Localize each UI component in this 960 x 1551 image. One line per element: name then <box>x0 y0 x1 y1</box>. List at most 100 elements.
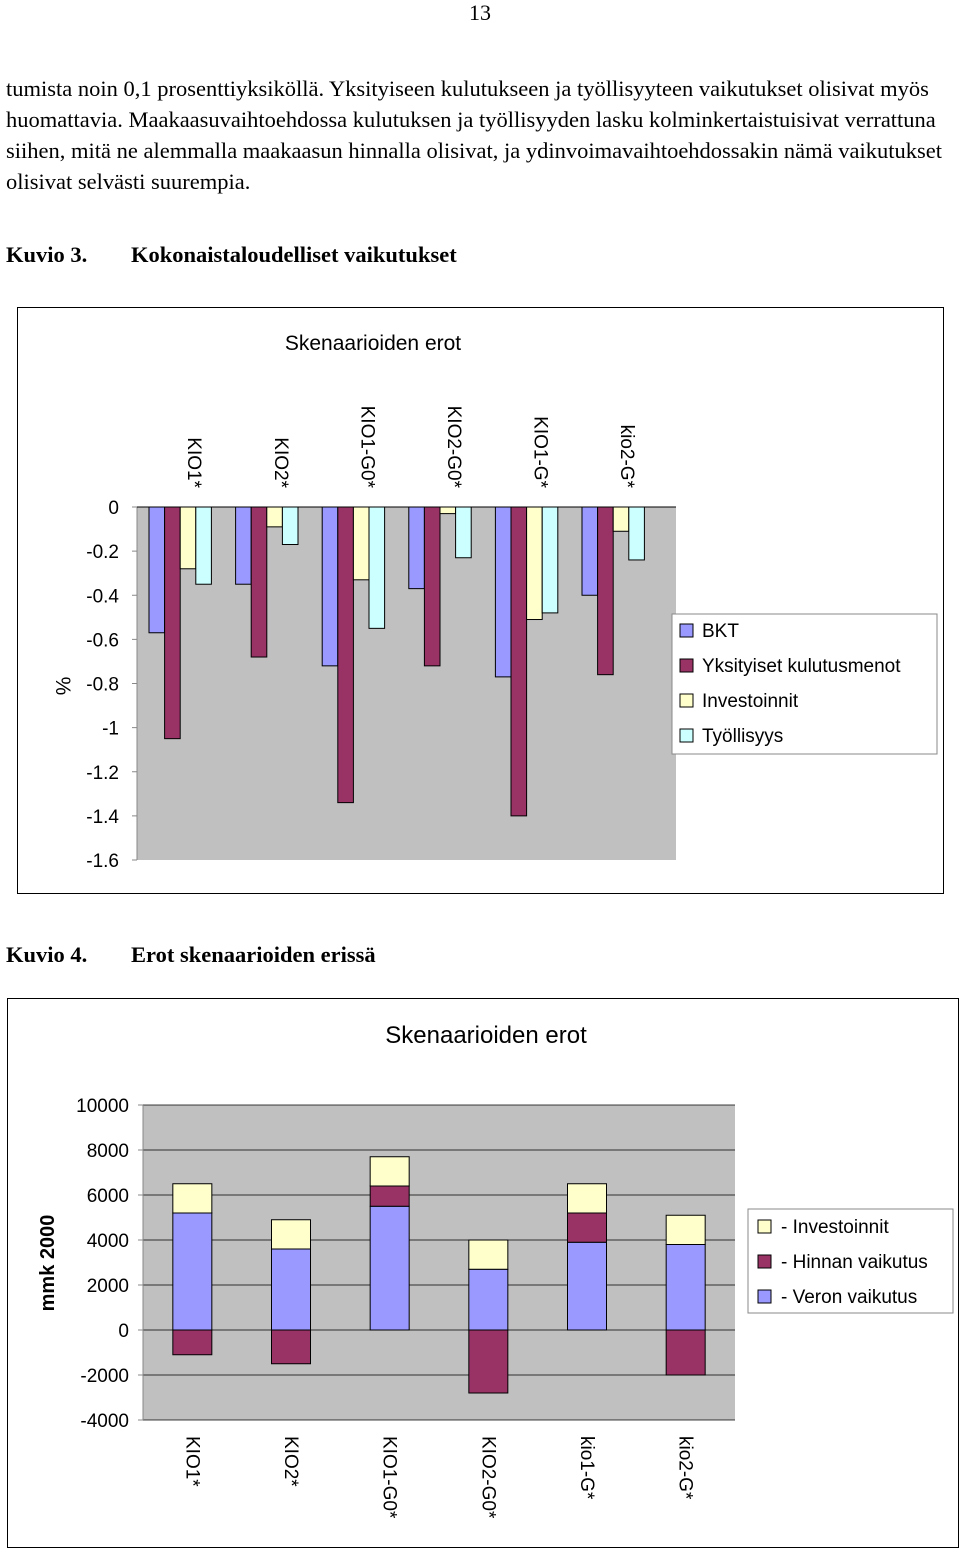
chart-2-legend-label: - Hinnan vaikutus <box>781 1252 928 1273</box>
chart-1-bar-bkt <box>494 506 512 678</box>
chart-1-bar-ty-llisyys <box>195 506 212 585</box>
figure-4-number: Kuvio 4. <box>6 942 88 967</box>
chart-1-x-tick-label: KIO2-G0* <box>443 406 464 489</box>
chart-2-y-tick-label: -4000 <box>80 1411 129 1432</box>
chart-2-bar-veron-vaikutus <box>665 1244 706 1331</box>
chart-1-y-tick-label: -1 <box>102 719 119 740</box>
chart-2-bar-veron-vaikutus <box>369 1205 410 1331</box>
chart-2-bar-investoinnit <box>567 1183 607 1214</box>
chart-2-bar-veron-vaikutus <box>468 1268 509 1331</box>
chart-1-legend-label: Yksityiset kulutusmenot <box>702 656 901 677</box>
chart-2-bar-veron-vaikutus <box>567 1241 607 1331</box>
chart-1-bar-investoinnit <box>612 506 630 532</box>
figure-3-caption: Kuvio 3. Kokonaistaloudelliset vaikutukse… <box>6 242 457 268</box>
chart-1-x-tick-label: KIO1-G0* <box>356 406 377 489</box>
chart-2-x-tick-label: kio2-G* <box>675 1436 696 1500</box>
chart-2-legend-swatch <box>757 1219 772 1234</box>
chart-2-y-tick-label: 8000 <box>87 1141 129 1162</box>
chart-1-legend <box>671 613 938 755</box>
chart-1-bar-ty-llisyys <box>455 506 472 559</box>
chart-2-y-tick-label: -2000 <box>80 1366 129 1387</box>
chart-1-y-tick-label: -0.4 <box>86 586 119 607</box>
chart-1-bar-bkt <box>235 506 252 585</box>
chart-1-bar-yksityiset-kulutusmenot <box>337 506 354 804</box>
page-number: 13 <box>469 0 491 25</box>
chart-2-bar-veron-vaikutus <box>172 1212 213 1331</box>
chart-1-bar-bkt <box>321 506 339 667</box>
chart-1-y-tick-label: 0 <box>108 498 119 519</box>
chart-1-y-tick-label: -0.2 <box>86 542 119 563</box>
figure-4-title: Erot skenaarioiden erissä <box>131 942 376 967</box>
chart-1-x-tick-label: KIO1-G* <box>530 416 551 488</box>
chart-2-legend-label: - Veron vaikutus <box>781 1287 917 1308</box>
chart-2-bar-hinnan-vaikutus <box>665 1329 706 1376</box>
figure-3-title: Kokonaistaloudelliset vaikutukset <box>131 242 457 267</box>
chart-2-x-tick-label: KIO1-G0* <box>379 1436 400 1519</box>
chart-1-bar-ty-llisyys <box>368 506 386 629</box>
chart-1-bar-ty-llisyys <box>541 506 559 614</box>
chart-2-bar-veron-vaikutus <box>271 1248 311 1331</box>
chart-2: Skenaarioiden erot 10000 8000 6000 4000 2000 0… <box>37 1022 954 1519</box>
chart-1-bar-ty-llisyys <box>281 506 299 546</box>
chart-1-x-tick-label: KIO2* <box>270 437 291 488</box>
chart-1-bar-investoinnit <box>352 506 370 581</box>
chart-2-plot-area <box>143 1105 735 1420</box>
chart-2-bar-investoinnit <box>468 1239 509 1270</box>
chart-1-y-tick-label: -0.6 <box>86 630 119 651</box>
chart-1-bar-investoinnit <box>179 506 197 570</box>
chart-2-y-tick-label: 0 <box>118 1321 129 1342</box>
chart-1-bar-ty-llisyys <box>628 506 645 561</box>
chart-2-bar-hinnan-vaikutus <box>369 1185 410 1207</box>
chart-2-y-tick-label: 2000 <box>87 1276 129 1297</box>
chart-2-x-tick-label: KIO2* <box>280 1436 301 1487</box>
chart-1-legend-swatch <box>679 728 694 743</box>
chart-1-bar-yksityiset-kulutusmenot <box>164 506 181 740</box>
chart-1-x-tick-label: KIO1* <box>183 437 204 488</box>
chart-1-bar-investoinnit <box>266 506 283 528</box>
chart-2-legend-label: - Investoinnit <box>781 1217 889 1238</box>
body-paragraph: tumista noin 0,1 prosenttiyksiköllä. Yks… <box>6 76 943 194</box>
chart-2-y-tick-label: 6000 <box>87 1186 129 1207</box>
chart-2-bar-hinnan-vaikutus <box>172 1329 213 1356</box>
chart-2-bar-investoinnit <box>172 1183 213 1214</box>
chart-1-bar-yksityiset-kulutusmenot <box>597 506 614 676</box>
chart-1-legend-swatch <box>679 693 694 708</box>
chart-1-bar-yksityiset-kulutusmenot <box>510 506 528 817</box>
chart-2-y-tick-label: 10000 <box>76 1096 129 1117</box>
chart-1-title: Skenaarioiden erot <box>285 332 461 355</box>
chart-1-bar-bkt <box>408 506 425 590</box>
chart-1-bar-yksityiset-kulutusmenot <box>250 506 268 658</box>
figure-3-number: Kuvio 3. <box>6 242 88 267</box>
chart-2-x-tick-label: KIO2-G0* <box>477 1436 498 1519</box>
chart-1-y-tick-label: -0.8 <box>86 675 119 696</box>
chart-2-bar-investoinnit <box>665 1214 706 1245</box>
chart-2-legend-swatch <box>757 1254 772 1269</box>
chart-1-bar-yksityiset-kulutusmenot <box>423 506 441 667</box>
chart-1-bar-bkt <box>581 506 599 596</box>
chart-1-frame: Skenaarioiden erot 0 -0.2 -0.4 -0.6 -0.8 -1 -1.… <box>17 307 944 894</box>
chart-2-y-axis-label: mmk 2000 <box>37 1215 59 1312</box>
figure-4-caption: Kuvio 4. Erot skenaarioiden erissä <box>6 942 376 968</box>
chart-2-title: Skenaarioiden erot <box>385 1022 587 1049</box>
chart-2-legend <box>747 1208 954 1314</box>
chart-2-bar-hinnan-vaikutus <box>567 1212 607 1243</box>
chart-2-frame: Skenaarioiden erot 10000 8000 6000 4000 2000 0… <box>7 998 959 1548</box>
chart-1-legend-label: Investoinnit <box>702 691 799 712</box>
chart-2-y-tick-label: 4000 <box>87 1231 129 1252</box>
chart-1-legend-label: BKT <box>702 621 739 642</box>
chart-1-y-axis-label: % <box>51 677 74 696</box>
chart-1-legend-swatch <box>679 623 694 638</box>
chart-1-legend-swatch <box>679 658 694 673</box>
chart-2-bar-hinnan-vaikutus <box>468 1329 509 1394</box>
chart-1-y-tick-label: -1.4 <box>86 807 119 828</box>
chart-1-y-tick-label: -1.2 <box>86 763 119 784</box>
chart-2-bar-investoinnit <box>271 1219 311 1250</box>
chart-2-x-tick-label: KIO1* <box>181 1436 202 1487</box>
chart-2-x-tick-label: kio1-G* <box>576 1436 597 1500</box>
chart-2-legend-swatch <box>757 1289 772 1304</box>
chart-2-bar-investoinnit <box>369 1156 410 1187</box>
chart-1-bar-investoinnit <box>439 506 457 515</box>
chart-1-x-tick-label: kio2-G* <box>616 425 637 489</box>
chart-1-bar-bkt <box>148 506 166 634</box>
chart-1-bar-investoinnit <box>526 506 543 621</box>
